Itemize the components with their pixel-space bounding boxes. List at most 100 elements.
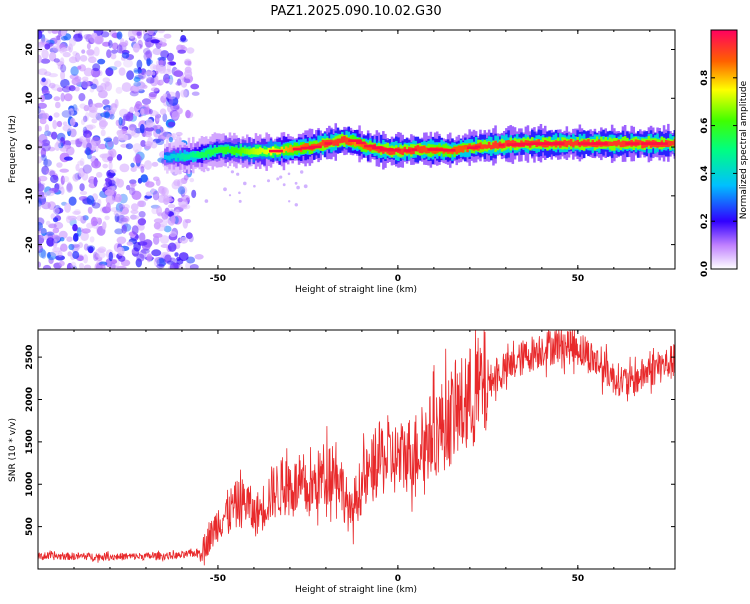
noise-blob (38, 183, 45, 192)
y-tick-label: 1000 (25, 472, 35, 497)
noise-blob (83, 243, 89, 251)
signal-ridge-cell (613, 140, 616, 146)
noise-blob (138, 71, 146, 80)
signal-ridge-cell (211, 149, 215, 155)
signal-ridge-cell (464, 145, 467, 150)
noise-blob (116, 129, 123, 137)
signal-ridge-cell (321, 140, 325, 146)
noise-blob (38, 199, 42, 207)
signal-ridge-cell (224, 147, 227, 154)
signal-ridge-cell (233, 147, 236, 156)
signal-ridge-cell (606, 141, 610, 147)
noise-blob (170, 215, 176, 224)
noise-blob (52, 207, 60, 214)
noise-blob (131, 215, 140, 220)
noise-blob (117, 246, 123, 252)
signal-ridge-cell (565, 140, 569, 148)
noise-blob (132, 83, 140, 93)
noise-blob (185, 109, 191, 119)
signal-ridge-cell (490, 144, 493, 150)
noise-blob (173, 70, 184, 77)
noise-blob (183, 174, 189, 181)
signal-ridge-cell (377, 146, 381, 153)
noise-blob (180, 35, 187, 42)
noise-blob (144, 127, 155, 132)
noise-blob (175, 81, 183, 86)
signal-ridge-cell (351, 139, 355, 145)
signal-ridge-cell (492, 142, 495, 149)
noise-blob (186, 256, 196, 264)
noise-blob (70, 66, 79, 76)
noise-blob (149, 63, 157, 71)
noise-blob (169, 231, 177, 238)
noise-blob (161, 187, 169, 197)
noise-blob (114, 98, 119, 109)
noise-blob (102, 41, 111, 47)
noise-blob (96, 251, 106, 259)
noise-blob (116, 44, 123, 54)
signal-ridge-cell (457, 145, 461, 153)
x-tick-label: -50 (210, 574, 226, 584)
noise-blob (56, 35, 61, 41)
noise-blob (53, 96, 61, 102)
noise-blob (44, 130, 52, 137)
noise-blob (53, 48, 58, 53)
noise-blob (167, 104, 174, 113)
noise-blob (45, 190, 55, 197)
noise-blob (163, 33, 172, 39)
signal-ridge-cell (179, 154, 182, 161)
noise-blob (102, 77, 111, 83)
signal-ridge-cell (336, 138, 340, 146)
noise-blob (122, 204, 130, 210)
noise-blob (162, 113, 168, 123)
noise-blob (109, 262, 116, 269)
noise-blob (148, 91, 157, 98)
noise-blob (76, 227, 82, 237)
signal-ridge-cell (243, 148, 247, 154)
signal-ridge-cell (254, 148, 258, 155)
noise-blob (60, 64, 67, 73)
signal-ridge-cell (192, 151, 195, 158)
noise-blob (128, 187, 136, 196)
noise-blob (139, 123, 145, 134)
noise-blob (81, 228, 91, 234)
noise-blob (167, 242, 177, 252)
signal-core-segment (625, 142, 640, 145)
noise-blob (143, 32, 153, 43)
noise-blob (53, 221, 64, 230)
signal-ridge-cell (239, 148, 243, 156)
signal-ridge-cell (569, 139, 573, 147)
noise-blob (139, 232, 146, 242)
noise-blob (152, 233, 163, 238)
signal-ridge-cell (196, 151, 199, 158)
noise-blob (166, 62, 171, 73)
noise-blob (228, 194, 232, 197)
signal-core-segment (356, 141, 366, 145)
noise-blob (156, 263, 165, 269)
signal-ridge-cell (282, 149, 286, 154)
noise-blob (191, 189, 197, 199)
noise-blob (81, 49, 86, 54)
y-tick-label: 500 (25, 517, 35, 536)
noise-blob (116, 178, 124, 188)
noise-blob (92, 63, 101, 72)
noise-blob (105, 195, 115, 205)
noise-blob (188, 234, 194, 243)
noise-blob (141, 98, 152, 105)
noise-blob (130, 162, 135, 168)
snr-x-ticks: -50 0 50 (37, 330, 651, 584)
signal-core-segment (427, 148, 437, 151)
chart-title: PAZ1.2025.090.10.02.G30 (270, 4, 441, 19)
y-tick-label: -20 (25, 236, 35, 252)
signal-ridge-cell (483, 144, 487, 149)
noise-blob (108, 179, 116, 187)
noise-blob (122, 115, 131, 121)
noise-blob (52, 119, 58, 130)
signal-ridge-cell (574, 140, 577, 146)
noise-blob (42, 159, 52, 167)
noise-blob (140, 166, 145, 173)
signal-ridge-cell (267, 147, 271, 154)
signal-core-segment (577, 142, 587, 145)
noise-blob (128, 123, 137, 131)
noise-blob (106, 202, 111, 212)
